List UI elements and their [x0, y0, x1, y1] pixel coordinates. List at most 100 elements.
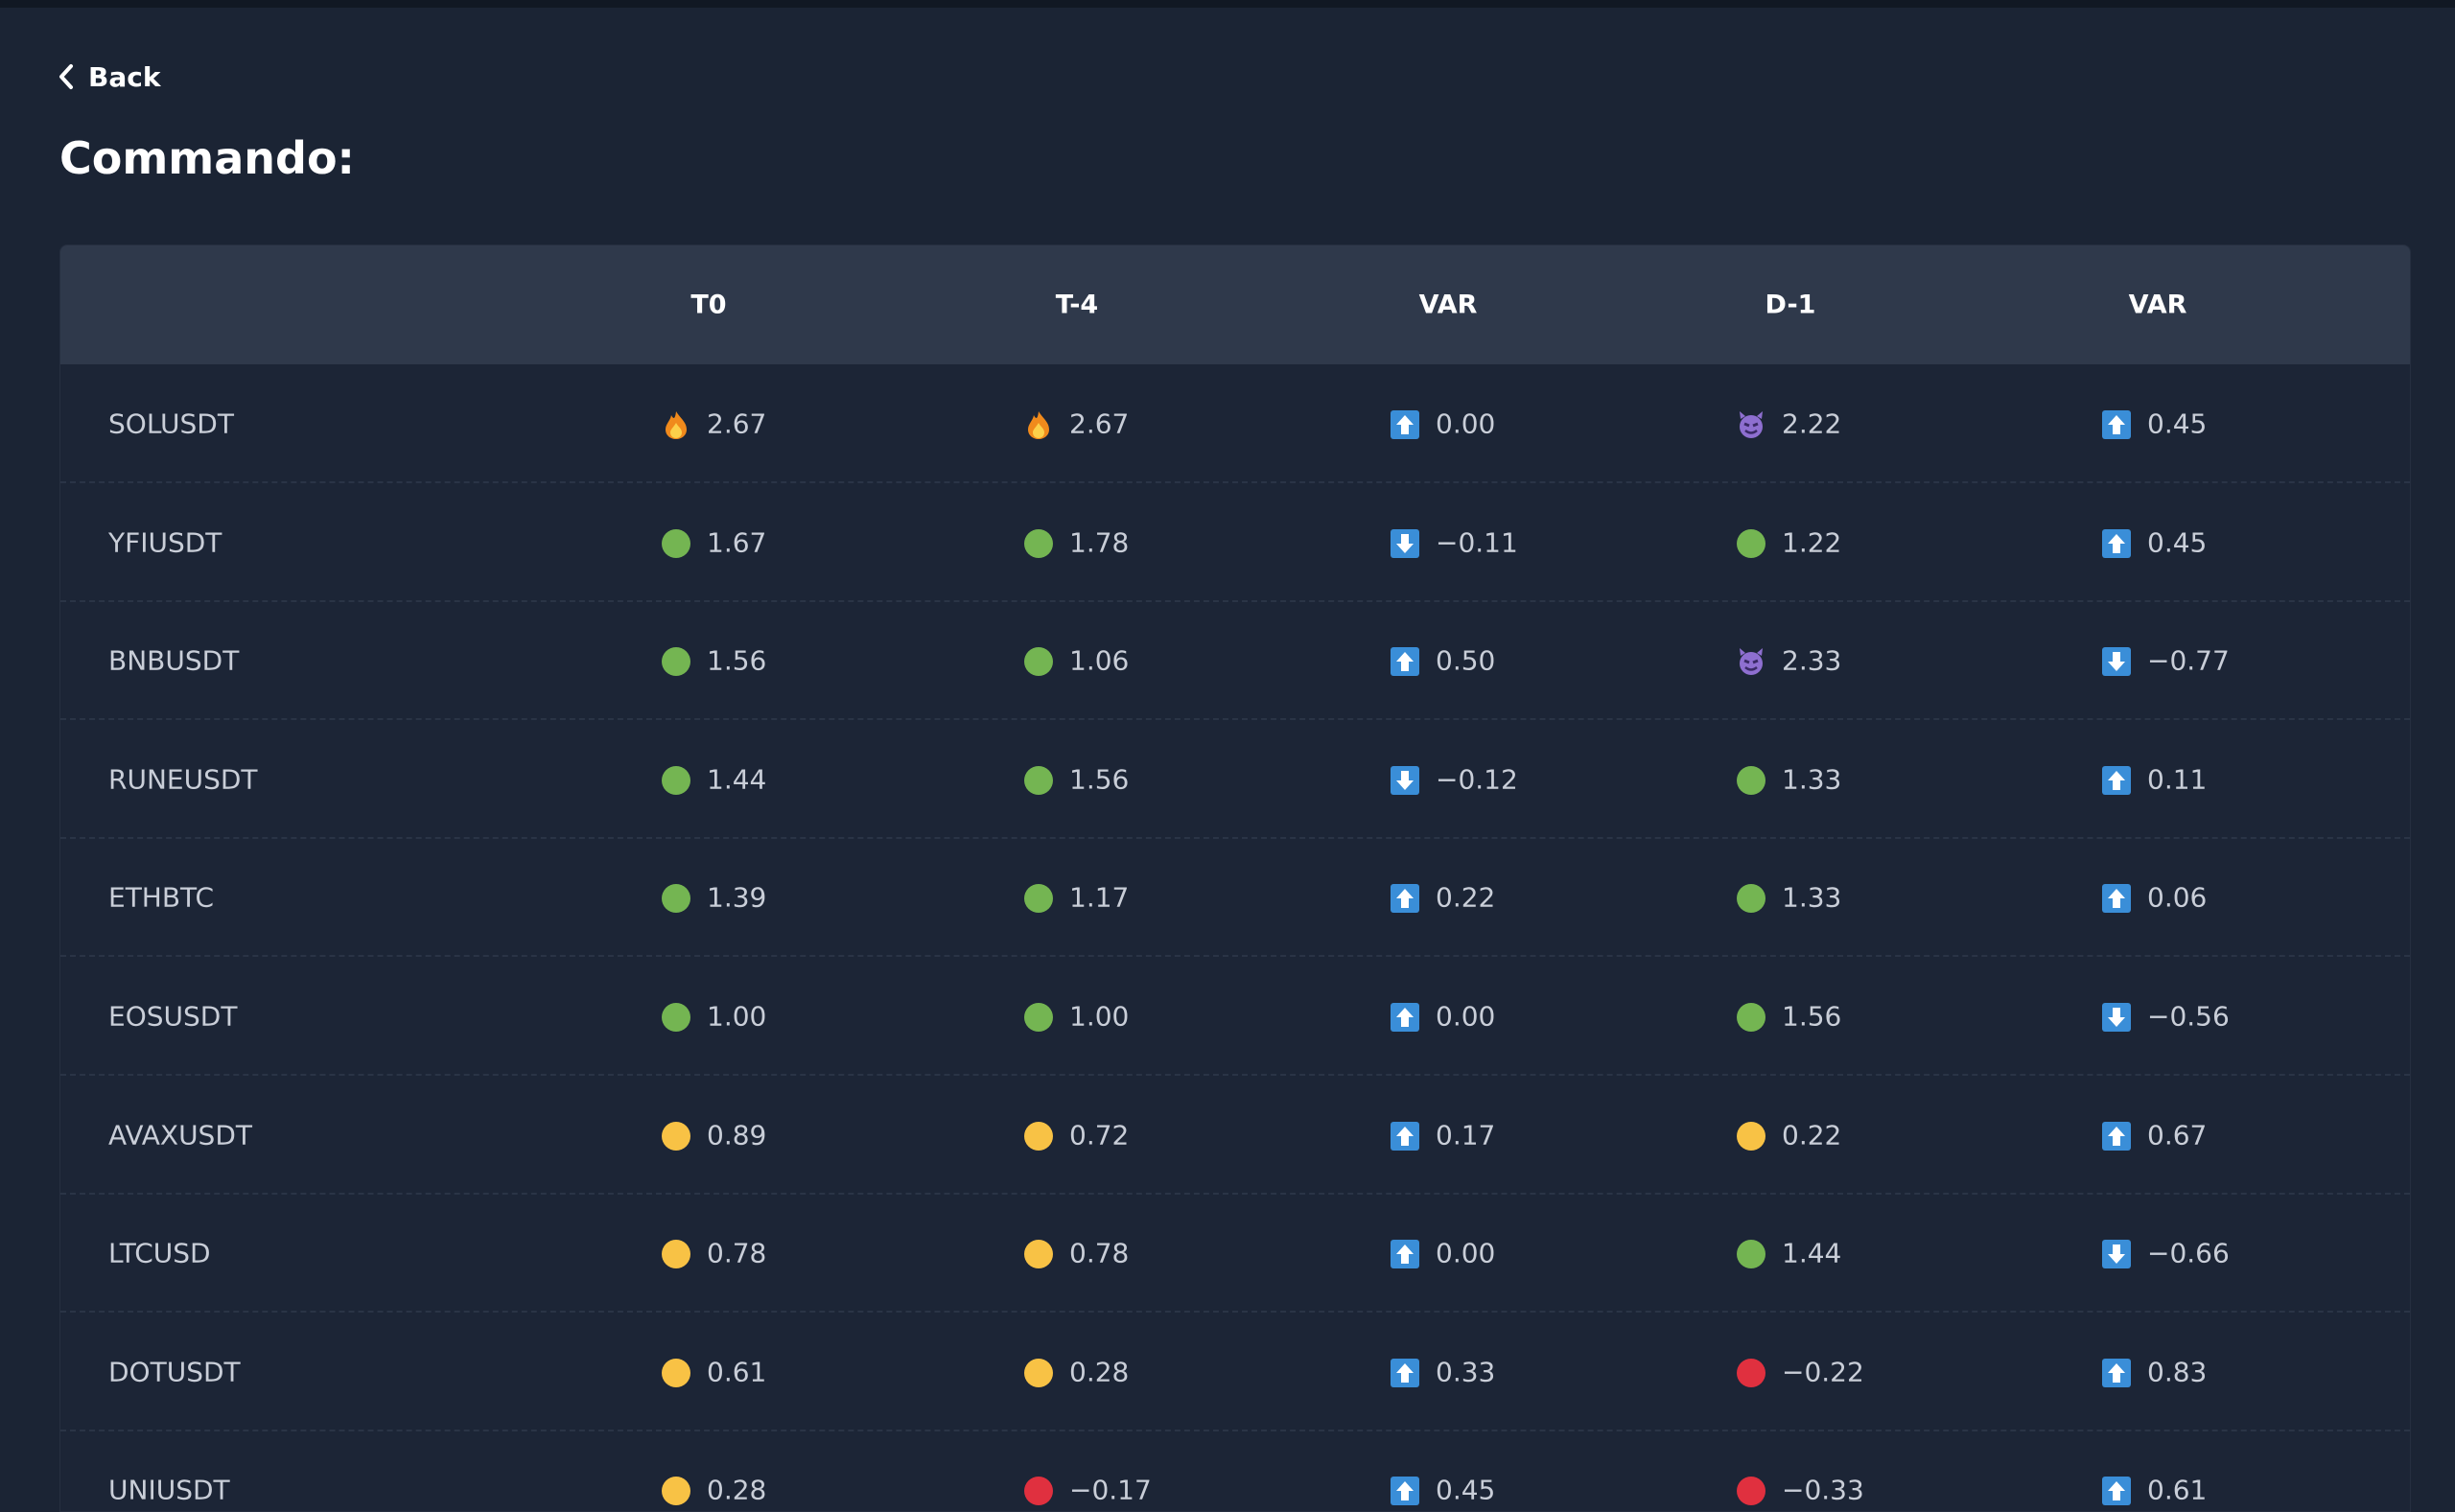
- cell-value: 1.33: [1782, 881, 1842, 914]
- cell-value: 1.78: [1069, 526, 1130, 559]
- cell-value: 2.33: [1782, 644, 1842, 677]
- symbol-name: AVAXUSDT: [108, 1119, 252, 1151]
- status-icon: [662, 1477, 690, 1506]
- status-icon: [1737, 1121, 1765, 1151]
- column-header: T-4: [1055, 290, 1099, 320]
- cell-value: 0.22: [1436, 881, 1496, 914]
- status-icon: [662, 528, 690, 558]
- symbol-name: YFIUSDT: [108, 526, 222, 559]
- trend-icon: [2102, 1121, 2131, 1151]
- back-label: Back: [88, 60, 161, 93]
- cell-value: 0.78: [1069, 1237, 1130, 1269]
- status-icon: [1024, 1121, 1053, 1151]
- status-icon: [1024, 1358, 1053, 1387]
- column-header: D-1: [1765, 290, 1816, 320]
- cell-value: 0.11: [2147, 763, 2208, 796]
- trend-icon: [1391, 1240, 1419, 1269]
- trend-icon: [2102, 765, 2131, 795]
- trend-icon: [1391, 1477, 1419, 1506]
- cell-value: 1.00: [1069, 1000, 1130, 1033]
- symbol-name: BNBUSDT: [108, 644, 240, 677]
- cell-value: 1.22: [1782, 526, 1842, 559]
- cell-value: 0.00: [1436, 1000, 1496, 1033]
- status-icon: [1737, 884, 1765, 914]
- status-icon: [1737, 1358, 1765, 1387]
- cell-value: 1.56: [707, 644, 767, 677]
- symbol-name: LTCUSD: [108, 1237, 211, 1269]
- cell-value: 0.45: [2147, 407, 2208, 440]
- symbol-name: DOTUSDT: [108, 1356, 241, 1388]
- status-icon: [1740, 411, 1763, 438]
- status-icon: [662, 1358, 690, 1387]
- cell-value: −0.12: [1436, 763, 1518, 796]
- cell-value: 0.17: [1436, 1119, 1496, 1151]
- cell-value: 1.67: [707, 526, 767, 559]
- cell-value: 0.67: [2147, 1119, 2208, 1151]
- column-header: VAR: [1418, 290, 1478, 320]
- trend-icon: [1391, 1121, 1419, 1151]
- cell-value: 1.06: [1069, 644, 1130, 677]
- cell-value: 0.06: [2147, 881, 2208, 914]
- cell-value: −0.11: [1436, 526, 1518, 559]
- cell-value: 0.78: [707, 1237, 767, 1269]
- status-icon: [1024, 765, 1053, 795]
- status-icon: [1024, 1003, 1053, 1032]
- symbol-name: RUNEUSDT: [108, 763, 258, 796]
- cell-value: 1.33: [1782, 763, 1842, 796]
- table-row: AVAXUSDT 0.89 0.72 0.17 0.22 0.67: [60, 1076, 2410, 1195]
- cell-value: 1.39: [707, 881, 767, 914]
- trend-icon: [1391, 884, 1419, 914]
- status-icon: [1024, 1240, 1053, 1269]
- status-icon: [1740, 648, 1763, 676]
- table-header: T0 T-4 VAR D-1 VAR: [60, 245, 2410, 364]
- cell-value: −0.66: [2147, 1237, 2230, 1269]
- cell-value: 0.22: [1782, 1119, 1842, 1151]
- cell-value: 1.56: [1782, 1000, 1842, 1033]
- cell-value: 1.56: [1069, 763, 1130, 796]
- page-title: Commando:: [59, 132, 355, 184]
- cell-value: −0.77: [2147, 644, 2230, 677]
- cell-value: 0.50: [1436, 644, 1496, 677]
- status-icon: [1024, 884, 1053, 914]
- trend-icon: [1391, 1003, 1419, 1032]
- cell-value: 0.00: [1436, 407, 1496, 440]
- back-link[interactable]: Back: [58, 58, 160, 96]
- table-row: EOSUSDT 1.00 1.00 0.00 1.56 −0.56: [60, 957, 2410, 1076]
- table-row: YFIUSDT 1.67 1.78 −0.11 1.22 0.45: [60, 483, 2410, 602]
- table-row: SOLUSDT 2.67 2.67 0.00 2.22 0.45: [60, 364, 2410, 483]
- cell-value: −0.33: [1782, 1474, 1864, 1506]
- cell-value: 0.33: [1436, 1356, 1496, 1388]
- cell-value: 1.44: [707, 763, 767, 796]
- trend-icon: [1391, 765, 1419, 795]
- cell-value: 0.83: [2147, 1356, 2208, 1388]
- cell-value: 0.89: [707, 1119, 767, 1151]
- status-icon: [1024, 647, 1053, 677]
- table-row: ETHBTC 1.39 1.17 0.22 1.33 0.06: [60, 838, 2410, 958]
- cell-value: −0.56: [2147, 1000, 2230, 1033]
- table-row: LTCUSD 0.78 0.78 0.00 1.44 −0.66: [60, 1194, 2410, 1314]
- status-icon: [662, 647, 690, 677]
- column-header: VAR: [2128, 290, 2187, 320]
- trend-icon: [2102, 1477, 2131, 1506]
- cell-value: 2.22: [1782, 407, 1842, 440]
- status-icon: [662, 884, 690, 914]
- symbol-name: UNIUSDT: [108, 1474, 230, 1506]
- status-icon: [1737, 1240, 1765, 1269]
- data-table: T0 T-4 VAR D-1 VAR SOLUSDT 2.67 2.67 0.00 2.22 0.…: [59, 244, 2411, 1512]
- status-icon: [1737, 1477, 1765, 1506]
- trend-icon: [1391, 647, 1419, 677]
- top-strip: [0, 0, 2455, 8]
- cell-value: 0.00: [1436, 1237, 1496, 1269]
- cell-value: 0.28: [707, 1474, 767, 1506]
- cell-value: −0.17: [1069, 1474, 1152, 1506]
- trend-icon: [1391, 410, 1419, 439]
- status-icon: [662, 1003, 690, 1032]
- status-icon: [662, 1121, 690, 1151]
- status-icon: [1737, 1003, 1765, 1032]
- symbol-name: EOSUSDT: [108, 1000, 238, 1033]
- status-icon: [1024, 1477, 1053, 1506]
- trend-icon: [2102, 647, 2131, 677]
- cell-value: 0.72: [1069, 1119, 1130, 1151]
- cell-value: 1.00: [707, 1000, 767, 1033]
